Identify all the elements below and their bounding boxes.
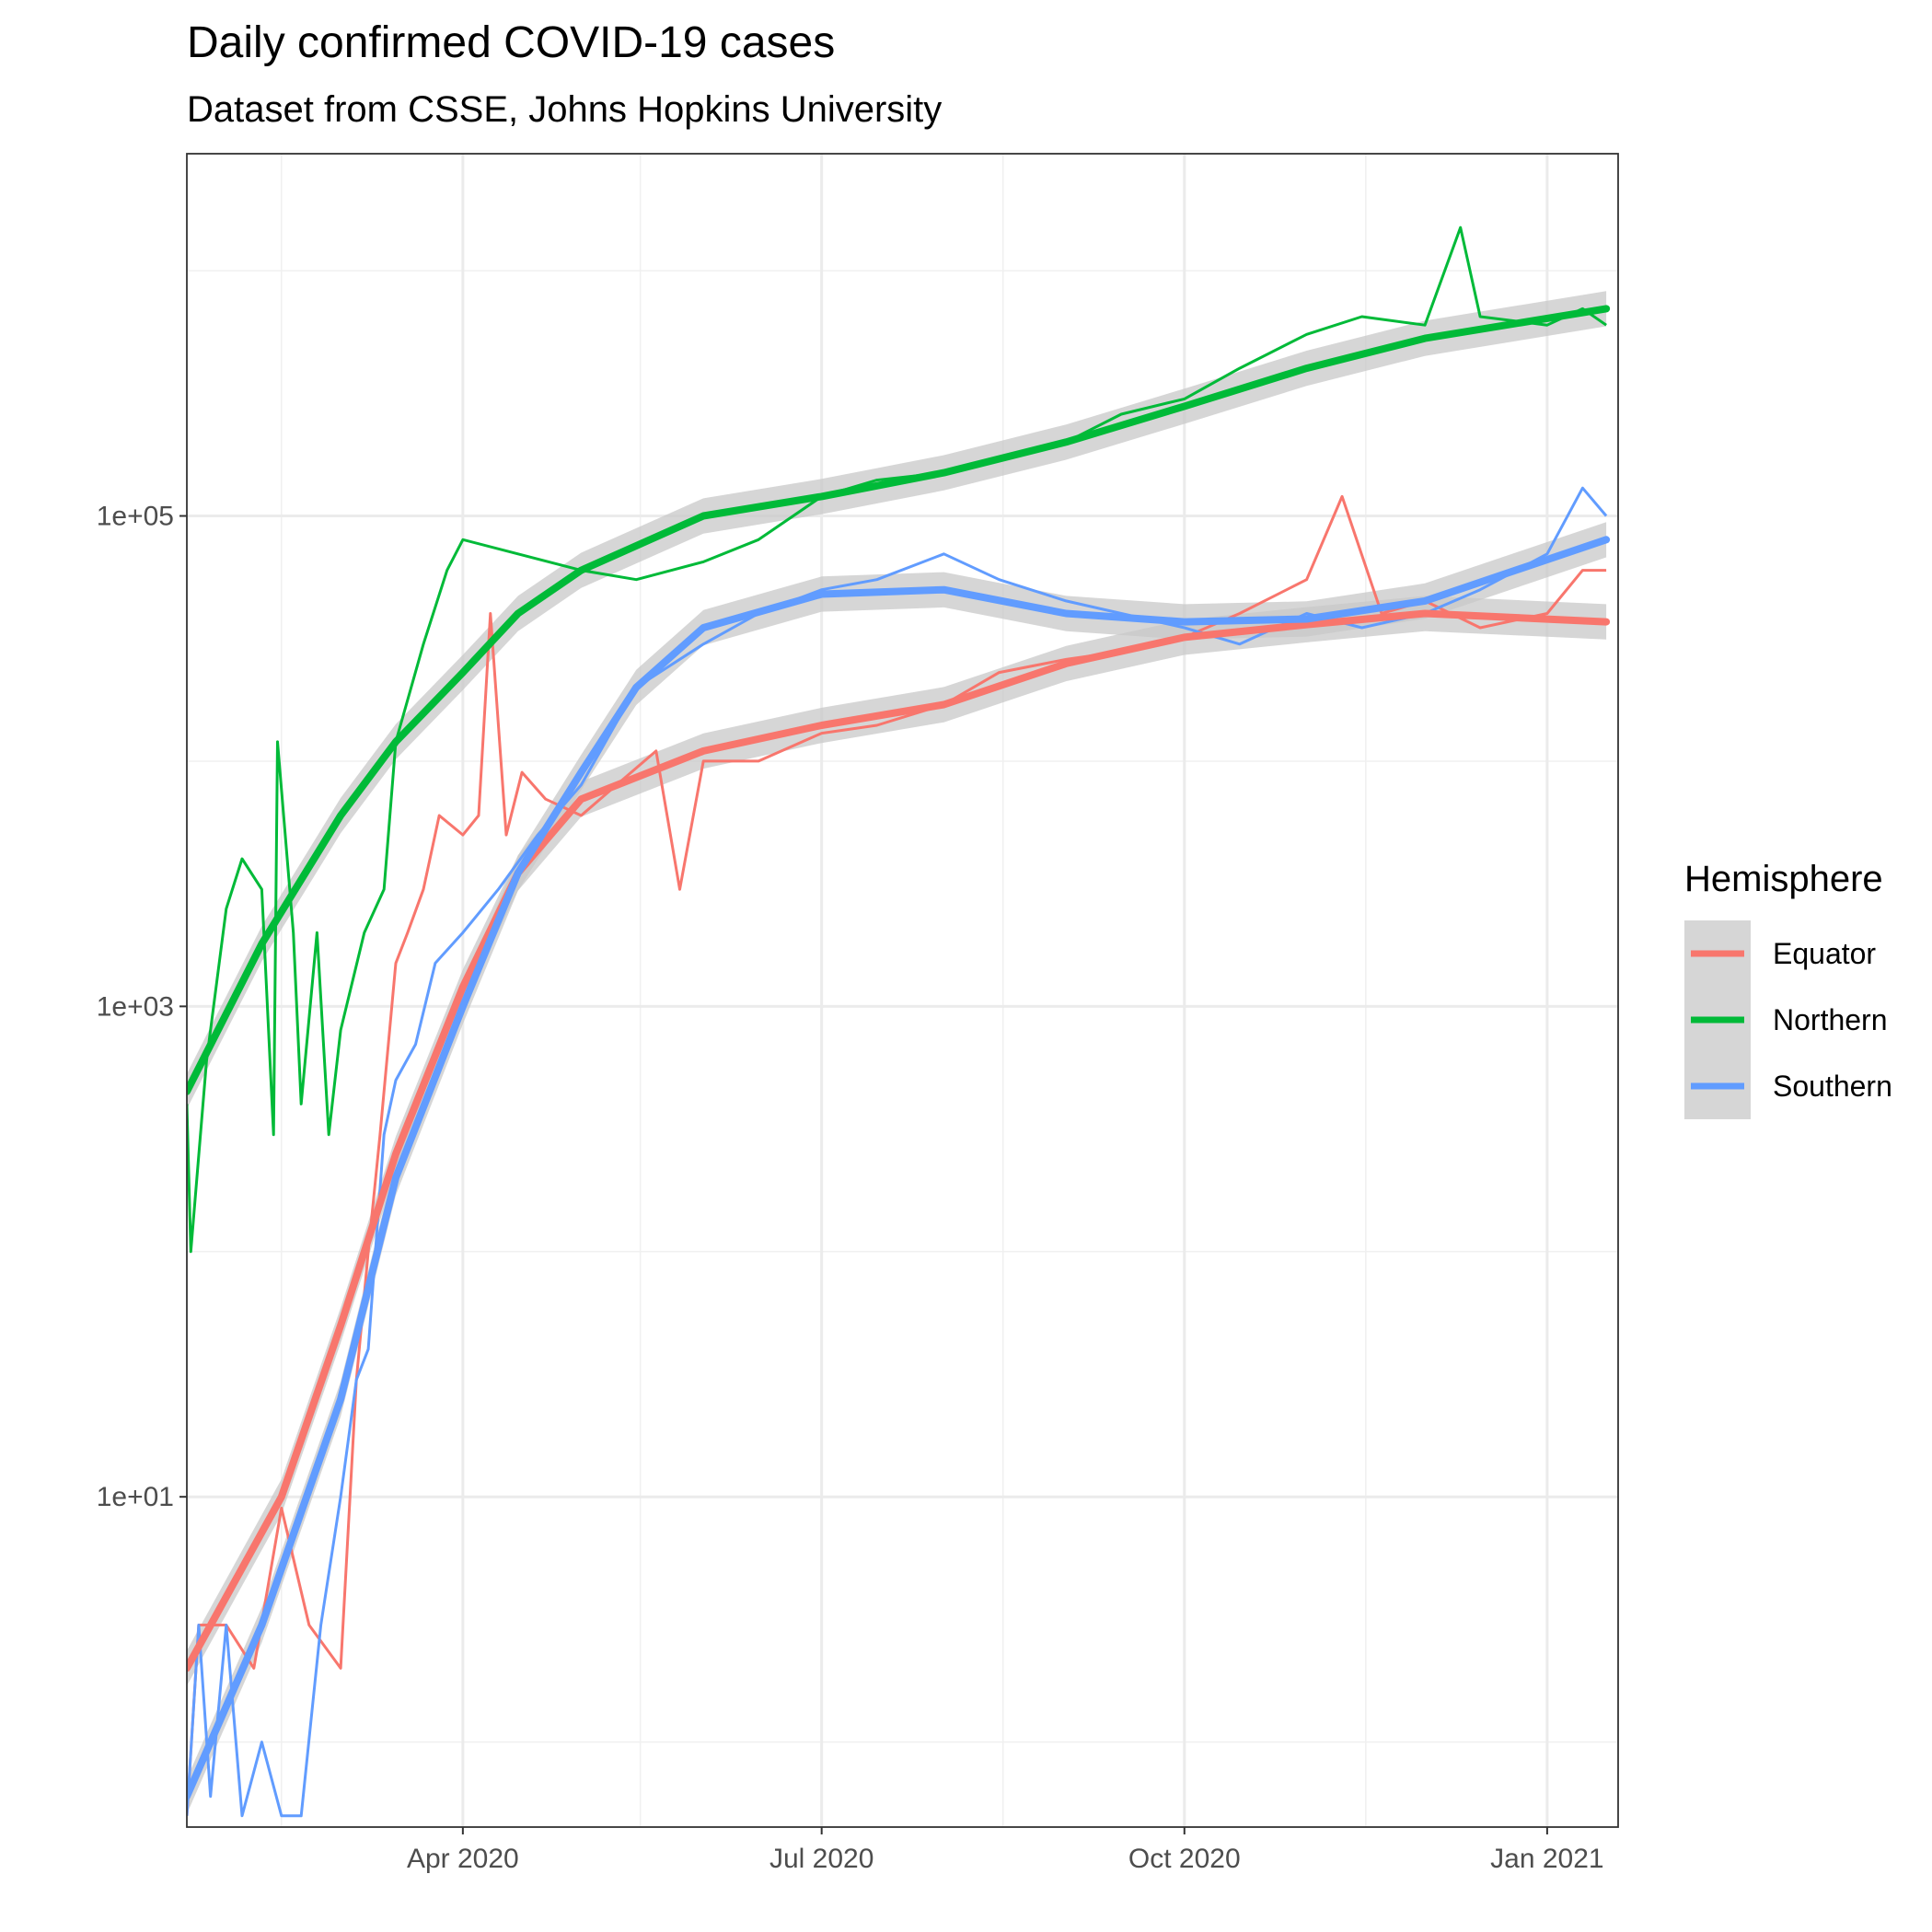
chart-subtitle: Dataset from CSSE, Johns Hopkins Univers… bbox=[187, 89, 942, 130]
y-tick-label: 1e+01 bbox=[97, 1482, 174, 1512]
series-daily-equator bbox=[187, 494, 1607, 1816]
legend-item-equator: Equator bbox=[1684, 920, 1876, 987]
legend: Hemisphere Equator Northern Southern bbox=[1684, 859, 1892, 1119]
x-tick-label: Jul 2020 bbox=[769, 1844, 873, 1874]
series-daily-northern bbox=[187, 226, 1607, 1254]
plot-border bbox=[186, 153, 1619, 1828]
plot-background bbox=[187, 154, 1618, 1827]
legend-title: Hemisphere bbox=[1684, 859, 1883, 899]
legend-label: Southern bbox=[1773, 1070, 1892, 1103]
x-tick-label: Jan 2021 bbox=[1490, 1844, 1603, 1874]
plot-panel: 1e+01 1e+03 1e+05 Apr 2020 Jul 2020 Oct 2020 J… bbox=[97, 153, 1619, 1874]
series-trend-equator bbox=[187, 609, 1611, 1672]
series-trend-southern bbox=[187, 536, 1611, 1800]
x-tick-label: Oct 2020 bbox=[1128, 1844, 1241, 1874]
legend-item-southern: Southern bbox=[1684, 1053, 1892, 1119]
legend-label: Northern bbox=[1773, 1003, 1888, 1036]
y-tick-label: 1e+05 bbox=[97, 502, 174, 532]
legend-label: Equator bbox=[1773, 937, 1876, 970]
legend-item-northern: Northern bbox=[1684, 987, 1888, 1053]
x-tick-label: Apr 2020 bbox=[407, 1844, 519, 1874]
y-tick-label: 1e+03 bbox=[97, 991, 174, 1022]
data-layer bbox=[187, 226, 1611, 1818]
chart-title: Daily confirmed COVID-19 cases bbox=[187, 18, 835, 67]
series-trend-northern bbox=[187, 305, 1611, 1095]
